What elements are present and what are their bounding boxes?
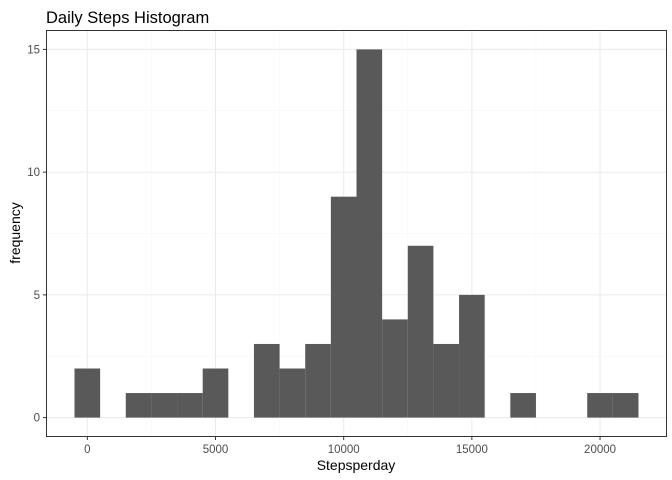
histogram-bar [279, 368, 306, 418]
histogram-bar [510, 393, 536, 418]
panel-border [46, 30, 667, 437]
histogram-bar [459, 294, 485, 418]
histogram-bar [125, 393, 152, 418]
x-tick-label: 15000 [456, 444, 488, 456]
y-axis-title: frequency [7, 202, 23, 263]
y-tick-label: 5 [34, 290, 40, 302]
histogram-bar [612, 393, 639, 418]
histogram-bar [587, 393, 613, 418]
y-axis-ticks: 0 5 10 15 [27, 44, 47, 425]
x-tick-label: 5000 [203, 444, 229, 456]
histogram-bar [433, 343, 460, 418]
histogram-bar [382, 319, 408, 418]
histogram-bars [74, 49, 639, 418]
x-tick-label: 20000 [584, 444, 616, 456]
x-axis-ticks: 0 5000 10000 15000 20000 [84, 436, 616, 456]
histogram-bar [202, 368, 229, 418]
histogram-bar [330, 196, 357, 418]
y-tick-label: 10 [27, 167, 40, 179]
histogram-bar [177, 393, 203, 418]
y-tick-label: 0 [34, 413, 40, 425]
histogram-bar [356, 49, 383, 418]
chart-title: Daily Steps Histogram [46, 9, 209, 27]
histogram-bar [305, 343, 331, 418]
y-tick-label: 15 [27, 44, 40, 56]
histogram-bar [74, 368, 101, 418]
x-tick-label: 10000 [328, 444, 360, 456]
histogram-bar [253, 343, 280, 418]
x-axis-title: Stepsperday [317, 457, 396, 473]
histogram-bar [407, 245, 434, 418]
histogram-bar [151, 393, 178, 418]
x-tick-label: 0 [84, 444, 90, 456]
